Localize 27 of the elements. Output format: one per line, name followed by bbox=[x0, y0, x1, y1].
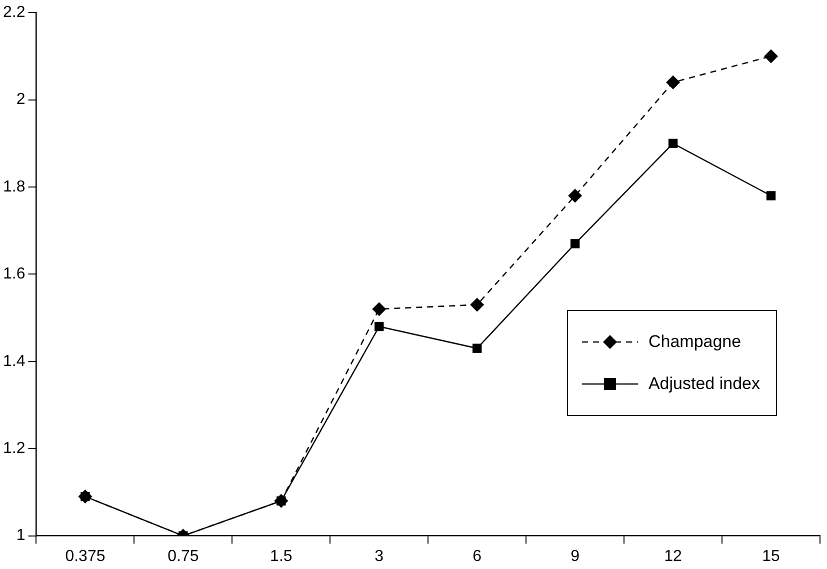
x-tick-label: 1.5 bbox=[270, 548, 292, 565]
y-tick-label: 1.2 bbox=[2, 440, 26, 458]
point bbox=[568, 188, 582, 203]
point bbox=[470, 298, 484, 312]
x-tick-label: 12 bbox=[664, 548, 682, 565]
y-tick-label: 1.6 bbox=[2, 266, 26, 283]
x-tick-label: 15 bbox=[762, 548, 780, 565]
y-tick-label: 1.4 bbox=[2, 352, 26, 370]
point bbox=[668, 138, 678, 148]
y-tick-label: 1 bbox=[16, 527, 26, 544]
point bbox=[766, 191, 776, 200]
legend-label: Champagne bbox=[648, 332, 742, 352]
y-tick-label: 2 bbox=[16, 91, 26, 108]
y-tick-label: 1.8 bbox=[2, 178, 26, 196]
legend-label: Adjusted index bbox=[648, 374, 760, 394]
point bbox=[666, 75, 680, 90]
point bbox=[372, 302, 386, 316]
point bbox=[570, 239, 580, 248]
x-tick-label: 0.75 bbox=[168, 548, 199, 565]
x-tick-label: 0.375 bbox=[65, 548, 106, 565]
point bbox=[374, 322, 384, 332]
x-tick-label: 9 bbox=[570, 548, 580, 565]
point bbox=[472, 344, 482, 353]
point bbox=[764, 49, 778, 64]
y-tick-label: 2.2 bbox=[2, 4, 26, 22]
x-tick-label: 6 bbox=[472, 548, 482, 565]
x-tick-label: 3 bbox=[374, 548, 384, 565]
